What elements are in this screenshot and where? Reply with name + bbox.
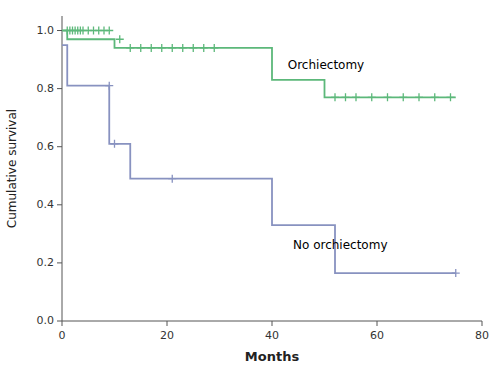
censor-mark	[384, 93, 392, 101]
y-axis-label: Cumulative survival	[5, 109, 19, 228]
censor-mark	[189, 44, 197, 52]
censor-mark	[116, 35, 124, 43]
y-tick	[57, 204, 62, 205]
x-tick-label: 80	[475, 329, 489, 342]
censor-mark	[210, 44, 218, 52]
y-tick-label: 0.4	[37, 198, 55, 211]
censor-mark	[126, 44, 134, 52]
censor-mark	[447, 93, 455, 101]
survival-line	[62, 45, 456, 273]
y-tick-label: 0.0	[37, 314, 55, 327]
censor-mark	[111, 140, 119, 148]
annotation: Orchiectomy	[288, 58, 364, 72]
censor-mark	[158, 44, 166, 52]
x-tick-label: 40	[265, 329, 279, 342]
y-tick	[57, 88, 62, 89]
censor-mark	[105, 82, 113, 90]
y-tick-label: 0.6	[37, 140, 55, 153]
censor-mark	[105, 27, 113, 35]
censor-mark	[431, 93, 439, 101]
x-tick	[62, 321, 63, 326]
y-tick-label: 0.8	[37, 82, 55, 95]
y-tick-label: 0.2	[37, 256, 55, 269]
x-tick	[377, 321, 378, 326]
y-tick	[57, 262, 62, 263]
y-tick-label: 1.0	[37, 24, 55, 37]
annotation: No orchiectomy	[293, 238, 388, 252]
censor-mark	[352, 93, 360, 101]
y-tick	[57, 146, 62, 147]
censor-mark	[168, 44, 176, 52]
y-axis-line	[62, 16, 63, 321]
x-tick	[482, 321, 483, 326]
x-tick-label: 0	[59, 329, 66, 342]
censor-mark	[415, 93, 423, 101]
y-tick	[57, 321, 62, 322]
censor-mark	[200, 44, 208, 52]
censor-mark	[331, 93, 339, 101]
x-tick-label: 20	[160, 329, 174, 342]
censor-mark	[368, 93, 376, 101]
plot-area	[62, 27, 460, 278]
chart: 0.0 0.2 0.4 0.6 0.8 1.0 0 20 40 60 80 Months Cumulat…	[0, 0, 500, 369]
x-tick	[272, 321, 273, 326]
x-tick-label: 60	[370, 329, 384, 342]
survival-line	[62, 31, 456, 98]
x-tick	[167, 321, 168, 326]
censor-mark	[342, 93, 350, 101]
censor-mark	[399, 93, 407, 101]
censor-mark	[137, 44, 145, 52]
axes: 0.0 0.2 0.4 0.6 0.8 1.0 0 20 40 60 80	[37, 16, 490, 342]
censor-mark	[179, 44, 187, 52]
censor-mark	[147, 44, 155, 52]
x-axis-label: Months	[245, 349, 300, 364]
y-tick	[57, 30, 62, 31]
censor-mark	[452, 269, 460, 277]
censor-mark	[168, 175, 176, 183]
